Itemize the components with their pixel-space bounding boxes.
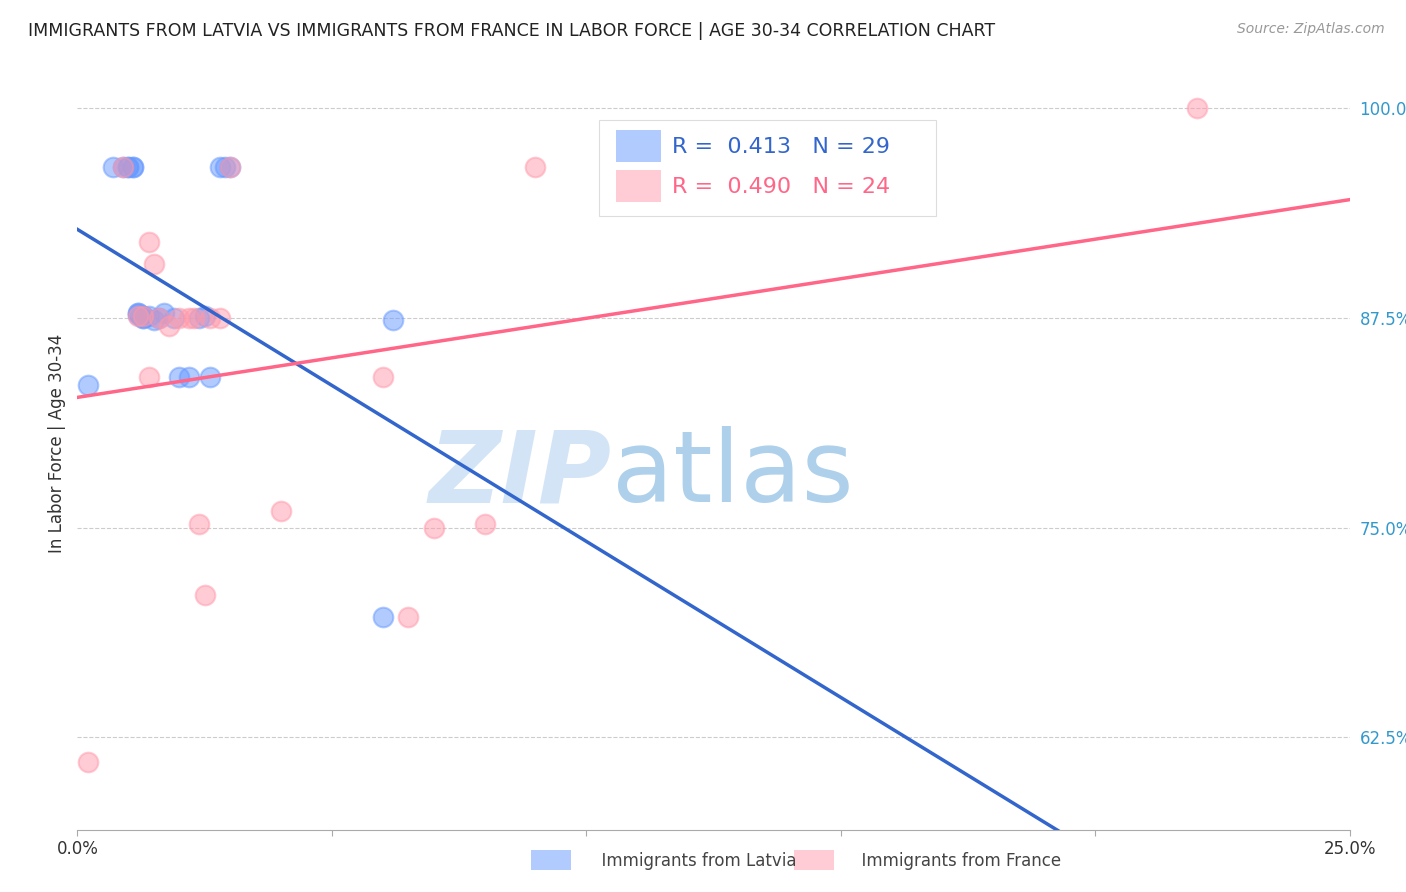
Text: Source: ZipAtlas.com: Source: ZipAtlas.com — [1237, 22, 1385, 37]
Point — [198, 369, 221, 384]
Point — [142, 312, 165, 326]
Point — [117, 160, 139, 174]
Point — [183, 310, 205, 325]
Text: R =  0.490   N = 24: R = 0.490 N = 24 — [672, 177, 890, 197]
Point — [153, 306, 176, 320]
Point — [198, 310, 221, 325]
Point — [138, 310, 160, 324]
Point — [138, 369, 160, 384]
Point — [101, 160, 124, 174]
Point — [117, 160, 139, 174]
Point — [122, 160, 145, 174]
Point — [138, 235, 160, 250]
Point — [148, 310, 170, 325]
Point — [127, 306, 149, 320]
Point — [167, 369, 190, 384]
Text: ZIP: ZIP — [429, 426, 612, 523]
Text: atlas: atlas — [612, 426, 853, 523]
FancyBboxPatch shape — [599, 120, 936, 216]
Point — [112, 160, 135, 174]
Point — [132, 310, 155, 325]
Point — [179, 369, 201, 384]
FancyBboxPatch shape — [616, 169, 661, 202]
Text: Immigrants from France: Immigrants from France — [851, 852, 1060, 870]
Point — [132, 310, 155, 324]
Point — [474, 517, 496, 532]
Text: R =  0.413   N = 29: R = 0.413 N = 29 — [672, 136, 890, 157]
Point — [214, 160, 236, 174]
Point — [188, 517, 211, 532]
Point — [132, 310, 155, 324]
Point — [76, 378, 98, 392]
Point — [112, 160, 135, 174]
Text: IMMIGRANTS FROM LATVIA VS IMMIGRANTS FROM FRANCE IN LABOR FORCE | AGE 30-34 CORR: IMMIGRANTS FROM LATVIA VS IMMIGRANTS FRO… — [28, 22, 995, 40]
Point — [76, 756, 98, 770]
Point — [148, 310, 170, 325]
Point — [524, 160, 547, 174]
Point — [122, 160, 145, 174]
Point — [381, 312, 404, 326]
Point — [371, 369, 394, 384]
Point — [127, 310, 149, 324]
Point — [208, 160, 231, 174]
Point — [1185, 101, 1208, 115]
Point — [270, 504, 292, 518]
Point — [132, 310, 155, 324]
Point — [127, 306, 149, 320]
Point — [179, 310, 201, 325]
Point — [157, 319, 180, 334]
Point — [396, 609, 419, 624]
Point — [194, 588, 217, 602]
Point — [371, 609, 394, 624]
Point — [163, 310, 186, 325]
Y-axis label: In Labor Force | Age 30-34: In Labor Force | Age 30-34 — [48, 334, 66, 553]
Point — [142, 257, 165, 271]
Point — [194, 310, 217, 324]
FancyBboxPatch shape — [616, 129, 661, 162]
Point — [188, 310, 211, 325]
Point — [219, 160, 242, 174]
Text: Immigrants from Latvia: Immigrants from Latvia — [591, 852, 796, 870]
Point — [219, 160, 242, 174]
Point — [208, 310, 231, 325]
Point — [132, 310, 155, 325]
Point — [127, 308, 149, 322]
Point — [167, 310, 190, 325]
Point — [422, 521, 444, 535]
